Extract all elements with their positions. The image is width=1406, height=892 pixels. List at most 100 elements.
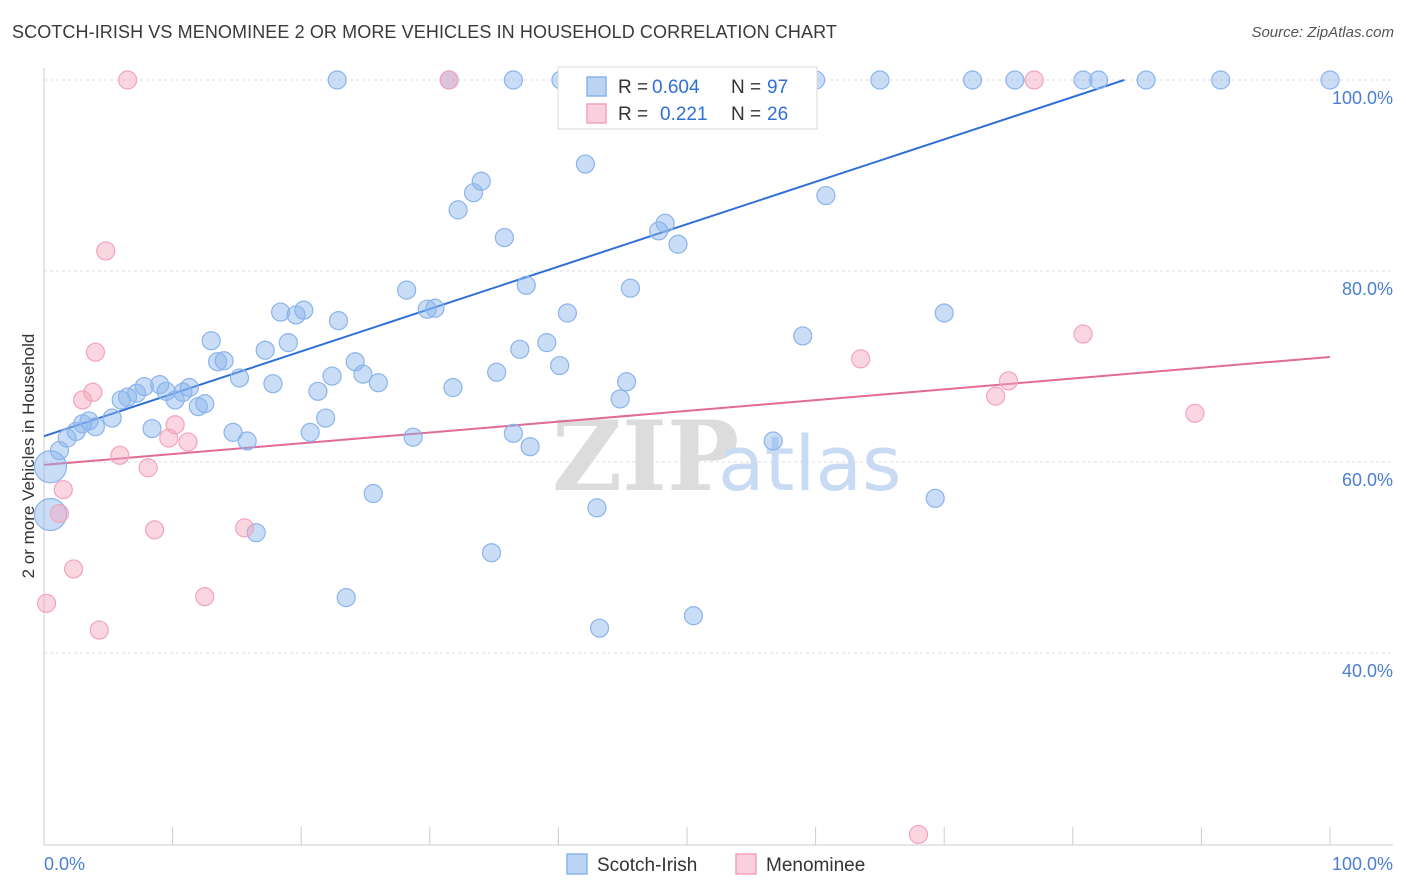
- data-point-scotch-irish: [589, 618, 610, 638]
- legend-swatch-menominee: [586, 103, 607, 124]
- chart-title: SCOTCH-IRISH VS MENOMINEE 2 OR MORE VEHI…: [12, 22, 837, 42]
- data-point-scotch-irish: [793, 326, 813, 346]
- data-point-scotch-irish: [575, 154, 596, 174]
- data-point-scotch-irish: [336, 588, 356, 608]
- watermark: ZIP atlas: [552, 400, 902, 513]
- data-point-scotch-irish: [471, 171, 491, 191]
- data-point-menominee: [908, 824, 929, 845]
- data-point-scotch-irish: [327, 70, 347, 90]
- x-tick-labels: 0.0% 100.0%: [44, 854, 1393, 874]
- data-point-scotch-irish: [179, 377, 199, 398]
- data-point-scotch-irish: [223, 422, 243, 442]
- data-point-menominee: [1185, 403, 1205, 423]
- data-point-menominee: [83, 382, 103, 402]
- data-point-scotch-irish: [510, 339, 530, 359]
- data-point-menominee: [85, 342, 106, 362]
- data-point-scotch-irish: [255, 340, 275, 360]
- data-point-scotch-irish: [403, 427, 423, 447]
- y-axis-label: 2 or more Vehicles in Household: [19, 334, 38, 579]
- y-tick-label: 60.0%: [1342, 470, 1393, 490]
- legend-n-value: 26: [767, 104, 788, 125]
- data-point-scotch-irish: [934, 303, 954, 323]
- data-point-scotch-irish: [520, 437, 540, 457]
- data-point-menominee: [1073, 324, 1093, 344]
- data-point-scotch-irish: [487, 362, 507, 382]
- y-tick-label: 40.0%: [1342, 661, 1393, 681]
- data-point-scotch-irish: [165, 390, 185, 410]
- legend-r-label: R =: [618, 104, 648, 125]
- bottom-legend-swatch-menominee: [735, 853, 757, 875]
- data-point-scotch-irish: [1088, 70, 1109, 90]
- data-point-menominee: [235, 518, 255, 538]
- data-point-menominee: [110, 445, 130, 465]
- legend-n-label: N =: [731, 77, 761, 98]
- data-point-scotch-irish: [503, 70, 523, 90]
- data-point-scotch-irish: [503, 423, 523, 443]
- x-tick-label: 100.0%: [1332, 854, 1393, 874]
- data-point-scotch-irish: [229, 368, 250, 388]
- data-point-scotch-irish: [448, 200, 468, 220]
- bottom-legend-label-scotch-irish: Scotch-Irish: [597, 855, 697, 876]
- x-tick-label: 0.0%: [44, 854, 85, 874]
- data-point-scotch-irish: [616, 372, 637, 392]
- watermark-zip: ZIP: [552, 400, 739, 513]
- data-point-scotch-irish: [1211, 70, 1231, 90]
- data-point-scotch-irish: [610, 389, 630, 409]
- data-point-scotch-irish: [655, 213, 675, 233]
- data-point-scotch-irish: [246, 523, 266, 543]
- data-point-menominee: [53, 480, 73, 500]
- trend-line-scotch-irish: [43, 79, 1125, 438]
- data-point-menominee: [63, 559, 84, 579]
- y-tick-label: 80.0%: [1342, 279, 1393, 299]
- data-point-scotch-irish: [134, 376, 154, 397]
- data-point-scotch-irish: [683, 606, 704, 626]
- data-point-menominee: [89, 620, 109, 640]
- data-point-scotch-irish: [481, 543, 502, 563]
- data-point-scotch-irish: [425, 298, 445, 318]
- axes: [43, 68, 1393, 846]
- data-point-scotch-irish: [201, 331, 221, 351]
- data-point-scotch-irish: [763, 431, 783, 451]
- data-point-menominee: [439, 70, 459, 90]
- data-point-scotch-irish: [668, 234, 688, 254]
- data-point-menominee: [36, 593, 57, 613]
- data-point-scotch-irish: [85, 417, 106, 437]
- watermark-atlas: atlas: [718, 419, 902, 508]
- data-point-scotch-irish: [494, 227, 514, 248]
- bottom-legend-label-menominee: Menominee: [766, 855, 865, 876]
- data-point-scotch-irish: [263, 374, 283, 394]
- data-point-scotch-irish: [516, 275, 536, 295]
- bottom-legend-swatch-scotch-irish: [566, 853, 588, 875]
- trend-line-menominee: [43, 355, 1331, 466]
- data-point-menominee: [851, 349, 871, 369]
- y-tick-label: 100.0%: [1332, 88, 1393, 108]
- data-point-scotch-irish: [870, 70, 890, 90]
- legend-box: R = 0.604 N = 97 R = 0.221 N = 26: [557, 66, 818, 130]
- data-point-scotch-irish: [397, 280, 417, 300]
- legend-r-value: 0.221: [660, 104, 708, 125]
- legend-r-value: 0.604: [652, 77, 700, 98]
- data-point-scotch-irish: [368, 373, 388, 393]
- data-point-scotch-irish: [195, 394, 215, 414]
- grid-lines: [44, 79, 1393, 654]
- data-point-menominee: [195, 587, 215, 607]
- data-point-scotch-irish: [1136, 70, 1156, 90]
- data-point-menominee: [178, 432, 198, 452]
- data-point-scotch-irish: [271, 302, 291, 322]
- data-point-scotch-irish: [308, 381, 328, 401]
- trend-lines: [43, 79, 1331, 466]
- data-point-menominee: [165, 415, 185, 435]
- data-point-menominee: [1024, 70, 1044, 90]
- data-point-scotch-irish: [816, 185, 836, 206]
- y-tick-labels: 100.0% 80.0% 60.0% 40.0%: [1332, 88, 1393, 681]
- data-point-menominee: [72, 390, 93, 410]
- data-point-scotch-irish: [649, 221, 669, 241]
- data-point-menominee: [96, 241, 116, 261]
- data-point-scotch-irish: [550, 355, 570, 376]
- data-point-scotch-irish: [620, 278, 641, 298]
- bottom-legend: Scotch-Irish Menominee: [566, 853, 865, 876]
- data-point-menominee: [49, 503, 70, 524]
- data-point-scotch-irish: [925, 488, 945, 508]
- data-point-menominee: [144, 520, 165, 540]
